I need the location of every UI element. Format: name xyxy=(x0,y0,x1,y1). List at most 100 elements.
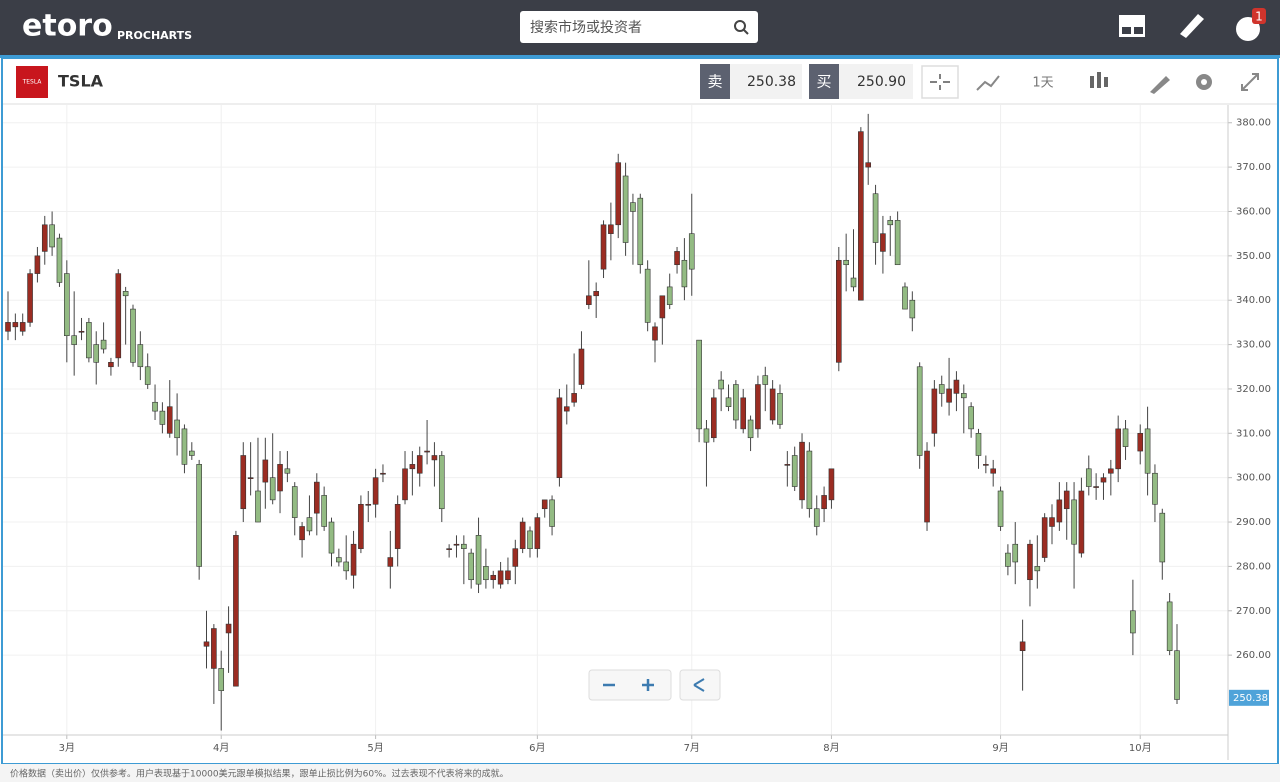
share-icon xyxy=(693,678,705,692)
candle-body xyxy=(291,486,298,518)
candle-body xyxy=(960,393,967,399)
notification-count: 1 xyxy=(1255,10,1263,24)
accent-line xyxy=(0,55,1280,58)
candle-body xyxy=(86,322,92,359)
share-button[interactable] xyxy=(679,669,721,701)
plot-area: 260.00 270.00 280.00 290.00 300.00 310.00 320.… xyxy=(3,105,1271,754)
fullscreen-button[interactable] xyxy=(1241,73,1259,91)
layout-button[interactable] xyxy=(1119,15,1145,37)
candle-body xyxy=(108,362,114,368)
candle-body xyxy=(703,428,710,443)
candle-body xyxy=(806,450,813,510)
candle-body xyxy=(1144,428,1151,474)
candle-body xyxy=(416,455,423,474)
candle-body xyxy=(394,503,401,549)
candle-body xyxy=(813,508,820,527)
chart-type-button[interactable] xyxy=(976,75,1000,91)
candle-body xyxy=(1078,490,1085,554)
candle-body xyxy=(799,441,805,501)
candle-body xyxy=(1034,566,1041,572)
candle-body xyxy=(747,419,754,439)
candle-body xyxy=(872,193,879,243)
candle-body xyxy=(843,259,849,266)
search-box[interactable] xyxy=(520,11,758,43)
candle-body xyxy=(791,455,798,487)
search-icon[interactable] xyxy=(734,20,746,32)
y-tick-label: 340.00 xyxy=(1236,295,1271,306)
edit-button[interactable] xyxy=(1180,14,1204,38)
candle-body xyxy=(71,335,77,345)
sell-label: 卖 xyxy=(707,73,722,91)
y-tick-label: 380.00 xyxy=(1236,118,1271,129)
candle-body xyxy=(196,464,202,567)
candle-body xyxy=(549,499,555,527)
candle-body xyxy=(225,623,232,634)
candle-body xyxy=(497,570,504,585)
candle-body xyxy=(997,490,1004,527)
search-placeholder: 搜索市场或投资者 xyxy=(530,19,642,36)
candle-body xyxy=(615,162,622,226)
product-name: PROCHARTS xyxy=(117,29,192,42)
candle-body xyxy=(1166,601,1173,652)
candle-body xyxy=(468,552,474,581)
y-tick-label: 260.00 xyxy=(1236,650,1271,661)
candle-body xyxy=(563,406,570,412)
symbol: TSLA xyxy=(58,72,104,91)
candle-body xyxy=(975,433,982,456)
candle-body xyxy=(887,220,894,226)
zoom-in[interactable] xyxy=(642,679,654,691)
candle-body xyxy=(343,561,350,572)
candle-body xyxy=(19,322,26,332)
candle-body xyxy=(1012,543,1019,563)
candle-body xyxy=(733,384,739,421)
candle-body xyxy=(115,273,122,359)
candle-body xyxy=(1093,486,1099,488)
candle-body xyxy=(512,548,519,567)
candle-body xyxy=(100,339,107,350)
candle-body xyxy=(483,566,489,581)
y-tick-label: 290.00 xyxy=(1236,517,1271,528)
x-tick-label: 4月 xyxy=(213,742,229,754)
crosshair-button[interactable] xyxy=(921,65,959,99)
candle-body xyxy=(1041,517,1048,558)
candle-body xyxy=(240,455,247,510)
candle-body xyxy=(835,259,842,363)
settings-hole xyxy=(1201,79,1207,85)
sell-price: 250.38 xyxy=(747,74,796,90)
candle-body xyxy=(821,495,827,510)
candle-body xyxy=(453,543,460,546)
candle-body xyxy=(424,450,430,453)
disclaimer: 价格数据（卖出价）仅供参考。用户表现基于10000美元跟单模拟结果，跟单止损比例… xyxy=(10,768,509,780)
candle-body xyxy=(740,397,747,430)
candle-body xyxy=(438,455,445,510)
candle-body xyxy=(1027,543,1033,581)
candle-body xyxy=(909,299,916,319)
candle-body xyxy=(78,330,85,333)
candle-body xyxy=(674,251,680,266)
draw-button[interactable] xyxy=(1150,76,1170,94)
y-tick-label: 320.00 xyxy=(1236,384,1271,395)
candle-body xyxy=(56,237,63,283)
x-tick-label: 3月 xyxy=(59,742,75,754)
candle-body xyxy=(1071,499,1077,545)
x-tick-label: 6月 xyxy=(529,742,545,754)
candle-body xyxy=(387,557,394,567)
y-tick-label: 370.00 xyxy=(1236,162,1271,173)
candle-body xyxy=(284,468,291,474)
candle-body xyxy=(12,322,19,328)
candle-body xyxy=(5,322,11,332)
candle-body xyxy=(637,197,644,266)
candle-body xyxy=(541,499,548,510)
candle-body xyxy=(211,628,217,669)
candle-body xyxy=(358,503,364,549)
candle-body xyxy=(1137,433,1144,452)
candle-body xyxy=(858,131,864,301)
candle-style-button[interactable] xyxy=(1090,72,1108,88)
candle-body xyxy=(666,286,673,305)
candle-body xyxy=(931,388,938,434)
candle-body xyxy=(902,286,908,310)
timeframe[interactable]: 1天 xyxy=(1032,76,1053,91)
candle-body xyxy=(630,202,636,212)
candle-body xyxy=(762,375,769,385)
candle-body xyxy=(203,641,210,647)
